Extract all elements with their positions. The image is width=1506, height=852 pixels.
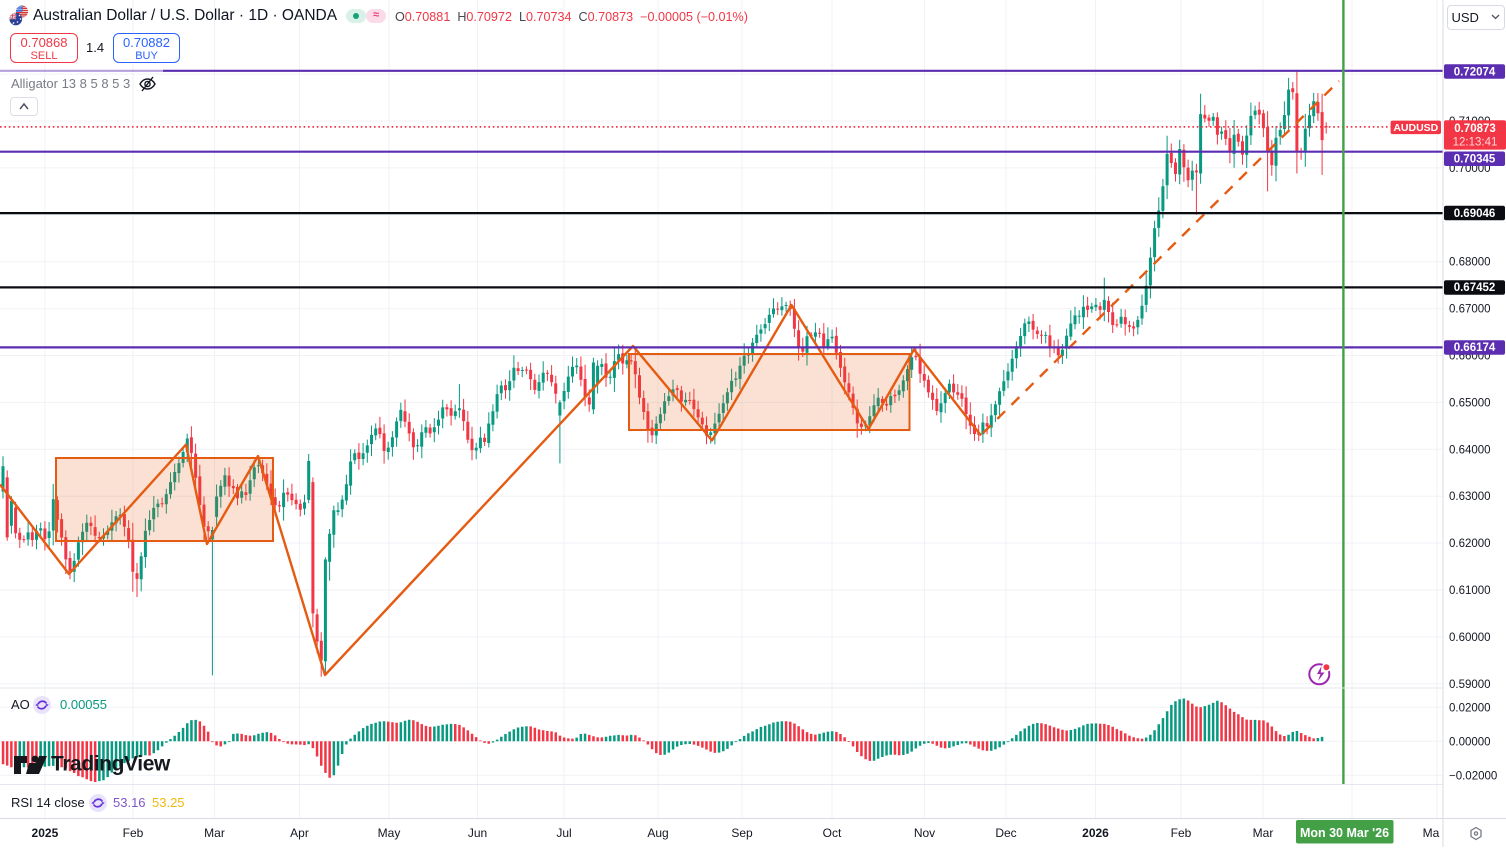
- svg-text:0.62000: 0.62000: [1449, 538, 1491, 550]
- svg-text:Jul: Jul: [556, 826, 571, 840]
- svg-text:−0.02000: −0.02000: [1449, 770, 1497, 782]
- svg-text:Dec: Dec: [995, 826, 1016, 840]
- svg-text:0.70873: 0.70873: [1454, 123, 1496, 135]
- svg-text:0.70345: 0.70345: [1454, 154, 1496, 166]
- svg-text:0.72074: 0.72074: [1454, 66, 1496, 78]
- svg-text:Feb: Feb: [1171, 826, 1192, 840]
- svg-text:0.61000: 0.61000: [1449, 585, 1491, 597]
- svg-text:0.63000: 0.63000: [1449, 491, 1491, 503]
- svg-text:0.00000: 0.00000: [1449, 736, 1491, 748]
- svg-text:Apr: Apr: [290, 826, 309, 840]
- svg-text:2025: 2025: [32, 826, 59, 840]
- svg-text:Aug: Aug: [647, 826, 668, 840]
- svg-text:0.67000: 0.67000: [1449, 304, 1491, 316]
- svg-text:0.64000: 0.64000: [1449, 444, 1491, 456]
- svg-text:AUDUSD: AUDUSD: [1393, 122, 1438, 134]
- svg-text:0.59000: 0.59000: [1449, 679, 1491, 691]
- svg-text:0.68000: 0.68000: [1449, 257, 1491, 269]
- svg-text:2026: 2026: [1082, 826, 1109, 840]
- svg-text:Nov: Nov: [914, 826, 935, 840]
- svg-text:Oct: Oct: [823, 826, 842, 840]
- svg-text:0.60000: 0.60000: [1449, 632, 1491, 644]
- svg-text:Feb: Feb: [123, 826, 144, 840]
- svg-text:May: May: [378, 826, 401, 840]
- svg-text:Mon 30 Mar '26: Mon 30 Mar '26: [1300, 826, 1389, 840]
- svg-text:Mar: Mar: [1253, 826, 1274, 840]
- svg-text:TradingView: TradingView: [51, 753, 171, 776]
- svg-text:0.69046: 0.69046: [1454, 208, 1496, 220]
- svg-text:Ma: Ma: [1423, 826, 1440, 840]
- svg-text:0.67452: 0.67452: [1454, 282, 1496, 294]
- svg-text:0.66174: 0.66174: [1454, 342, 1496, 354]
- svg-text:12:13:41: 12:13:41: [1453, 137, 1498, 149]
- svg-text:Mar: Mar: [204, 826, 225, 840]
- svg-text:0.02000: 0.02000: [1449, 702, 1491, 714]
- svg-text:0.65000: 0.65000: [1449, 397, 1491, 409]
- svg-text:Jun: Jun: [468, 826, 487, 840]
- svg-text:Sep: Sep: [731, 826, 753, 840]
